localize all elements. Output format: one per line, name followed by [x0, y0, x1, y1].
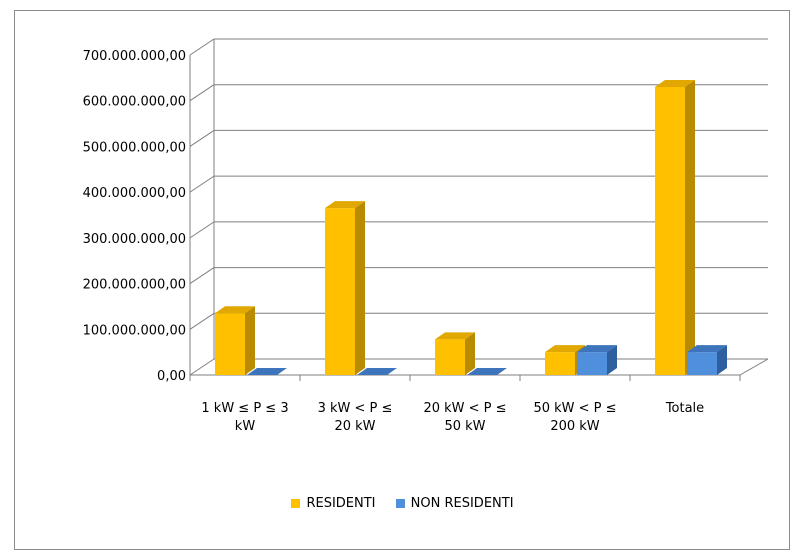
y-tick-label: 200.000.000,00: [83, 278, 186, 293]
legend-swatch-residenti: [291, 499, 301, 508]
y-tick-label: 600.000.000,00: [83, 95, 186, 110]
bar-non-residenti: [467, 368, 507, 375]
bar-residenti-face: [355, 201, 365, 375]
bar-non-residenti-face: [577, 352, 607, 375]
bar-non-residenti-face: [687, 345, 727, 353]
x-tick-label: 3 kW < P ≤20 kW: [318, 401, 393, 434]
legend-label-non-residenti: NON RESIDENTI: [410, 496, 514, 511]
x-tick-label: 50 kW < P ≤200 kW: [533, 401, 616, 434]
bar-non-residenti: [247, 368, 287, 375]
gridline-depth: [189, 312, 215, 330]
bar-non-residenti-face: [467, 368, 507, 375]
x-axis-depth: [739, 358, 769, 376]
bar-non-residenti-face: [577, 345, 617, 353]
bar-residenti-face: [215, 313, 245, 375]
bar-residenti: [325, 201, 365, 375]
gridline-depth: [189, 221, 215, 239]
bar-residenti-face: [435, 332, 475, 340]
bar-non-residenti-face: [357, 368, 397, 375]
bar-residenti-face: [215, 306, 255, 314]
bar-residenti-face: [435, 339, 465, 375]
legend-label-residenti: RESIDENTI: [306, 496, 376, 511]
legend: RESIDENTI NON RESIDENTI: [0, 496, 805, 512]
bar-residenti: [435, 332, 475, 375]
gridline-depth: [189, 84, 215, 102]
bar-non-residenti: [357, 368, 397, 375]
y-tick-label: 300.000.000,00: [83, 232, 186, 247]
bar-residenti-face: [245, 306, 255, 375]
bar-non-residenti: [687, 345, 727, 375]
bar-non-residenti-face: [687, 352, 717, 375]
bar-residenti-face: [655, 87, 685, 375]
bar-non-residenti-face: [247, 368, 287, 375]
bar-residenti-face: [685, 80, 695, 375]
bar-residenti-face: [545, 352, 575, 375]
y-tick-label: 400.000.000,00: [83, 186, 186, 201]
gridline-depth: [189, 38, 215, 56]
x-tick-label: Totale: [665, 401, 704, 416]
legend-item-non-residenti: NON RESIDENTI: [395, 496, 514, 511]
bar-residenti-face: [545, 345, 585, 353]
bar-residenti-face: [655, 80, 695, 87]
gridline-depth: [189, 267, 215, 284]
gridline-depth: [189, 358, 215, 376]
y-tick-label: 700.000.000,00: [83, 49, 186, 64]
bar-residenti: [215, 306, 255, 375]
legend-swatch-non-residenti: [395, 499, 405, 508]
x-tick-label: 1 kW ≤ P ≤ 3 kW: [201, 401, 288, 434]
y-tick-label: 500.000.000,00: [83, 140, 186, 155]
bar-residenti-face: [465, 332, 475, 375]
bar-residenti-face: [325, 201, 365, 209]
bar-non-residenti: [577, 345, 617, 375]
x-tick-label: 20 kW < P ≤50 kW: [423, 401, 506, 434]
bar-non-residenti-face: [717, 345, 727, 375]
gridline-depth: [189, 130, 215, 147]
bar-non-residenti-face: [607, 345, 617, 375]
bar-residenti-face: [325, 208, 355, 375]
legend-item-residenti: RESIDENTI: [291, 496, 376, 511]
y-tick-label: 100.000.000,00: [83, 323, 186, 338]
gridline-depth: [189, 175, 215, 193]
y-tick-label: 0,00: [157, 369, 186, 384]
bar-residenti: [655, 80, 695, 375]
